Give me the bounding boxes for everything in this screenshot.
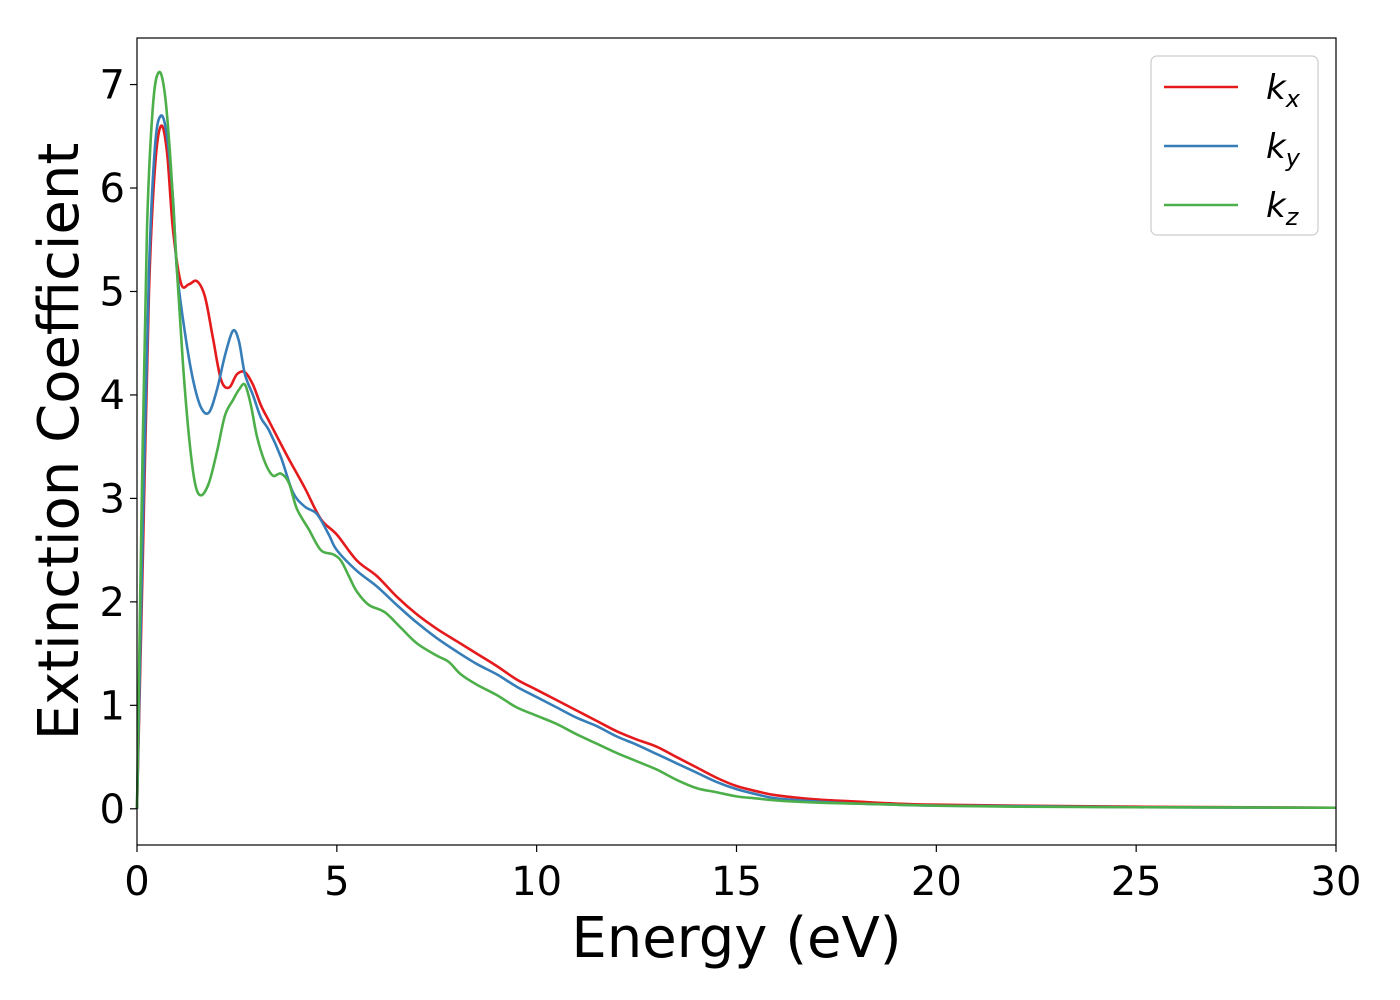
x-tick-label: 25 <box>1111 859 1162 905</box>
x-tick-label: 10 <box>511 859 562 905</box>
y-tick-label: 6 <box>100 166 125 212</box>
y-tick-label: 1 <box>100 683 125 729</box>
legend: kx ky kz <box>1150 55 1319 236</box>
x-tick-label: 5 <box>324 859 349 905</box>
legend-label-ky: ky <box>1266 127 1301 172</box>
series-line-kx <box>135 124 1337 810</box>
y-tick-label: 2 <box>100 580 125 626</box>
y-tick-label: 7 <box>100 63 125 109</box>
legend-label-kz: kz <box>1266 186 1300 231</box>
y-tick-label: 3 <box>100 476 125 522</box>
series-lines <box>135 70 1337 810</box>
x-axis-label: Energy (eV) <box>571 906 901 971</box>
legend-label-kx: kx <box>1266 68 1301 113</box>
y-tick-label: 0 <box>100 787 125 833</box>
y-tick-label: 4 <box>100 373 125 419</box>
y-axis-label: Extinction Coefficient <box>27 143 92 741</box>
x-tick-label: 20 <box>911 859 962 905</box>
y-tick-label: 5 <box>100 269 125 315</box>
x-tick-label: 30 <box>1311 859 1362 905</box>
x-tick-label: 15 <box>711 859 762 905</box>
x-tick-label: 0 <box>124 859 149 905</box>
y-axis: 0 1 2 3 4 5 6 7 <box>100 63 137 833</box>
series-line-kz <box>135 70 1337 810</box>
x-axis: 0 5 10 15 20 25 30 <box>124 845 1361 905</box>
